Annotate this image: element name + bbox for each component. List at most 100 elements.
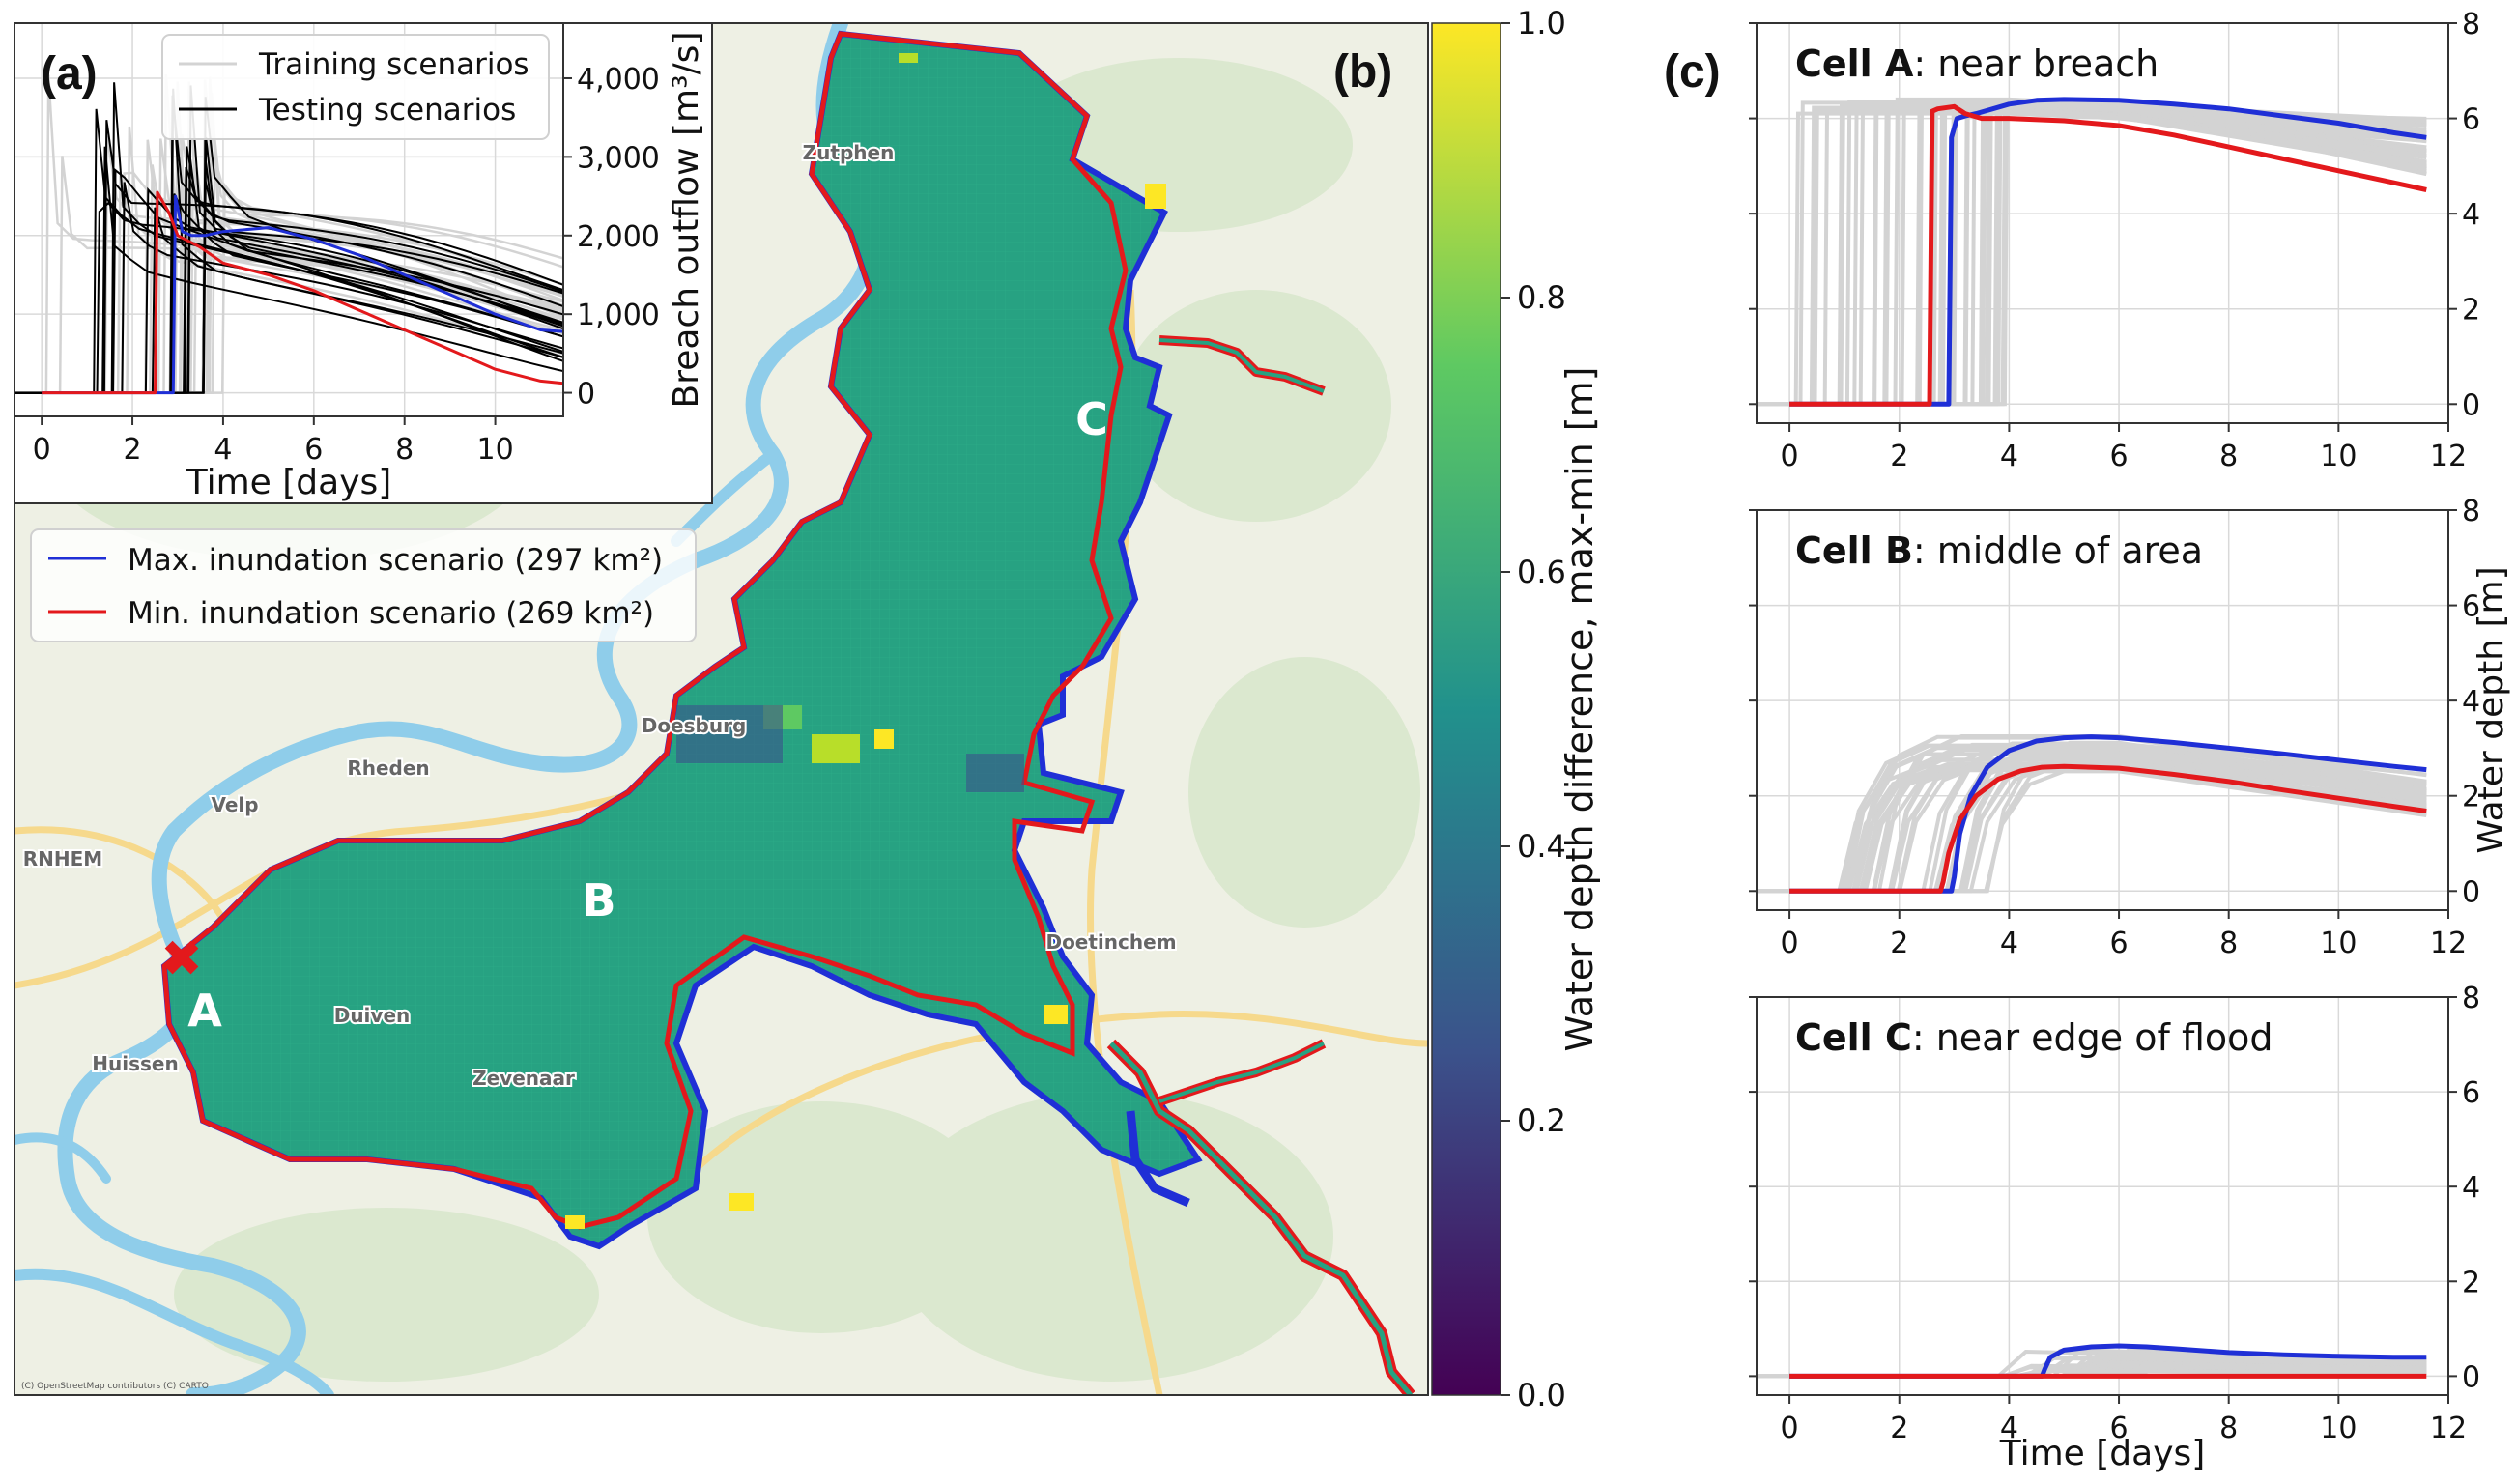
x-tick-label: 10 [2320, 440, 2357, 473]
series-line-min [42, 190, 563, 395]
flood-high-difference-patches [565, 53, 1166, 1229]
x-tick-label: 6 [2110, 1412, 2129, 1445]
x-tick-label: 8 [2219, 440, 2238, 473]
chart-title-rest: : middle of area [1913, 529, 2203, 572]
colorbar-tick-label: 0.2 [1517, 1102, 1566, 1139]
panel-c-label: (c) [1664, 46, 1721, 98]
inundation-map: Zutphen Doesburg Rheden Velp RNHEM Duive… [14, 23, 1428, 1395]
place-label: Duiven [334, 1004, 411, 1027]
panel-c-cell-c-axes: 0 2 4 6 8 10 12 0 2 4 6 8 Time [days] Cell C: near ed… [1749, 982, 2480, 1473]
training-scenario-line [1757, 740, 2427, 894]
y-tick-label: 0 [577, 378, 595, 412]
training-scenario-line [14, 182, 563, 394]
y-axis-label: Water depth [m] [2472, 566, 2511, 853]
axes-frame [1756, 509, 2449, 911]
y-tick-label: 8 [2462, 8, 2480, 42]
x-tick-label: 10 [2320, 927, 2357, 960]
axes-frame [14, 22, 564, 417]
testing-scenario-line [14, 146, 563, 394]
testing-scenario-line [14, 168, 563, 394]
map-legend-min-label: Min. inundation scenario (269 km²) [128, 596, 654, 631]
testing-scenario-line [14, 146, 563, 394]
series-line-max [1789, 97, 2427, 407]
y-tick-label: 6 [2462, 1076, 2480, 1110]
colorbar-tick-label: 0.8 [1517, 279, 1566, 316]
axes-frame [1756, 22, 2449, 424]
place-label: Doesburg [642, 714, 747, 737]
cell-b-label: B [582, 874, 615, 927]
y-tick-label: 2,000 [577, 220, 660, 254]
y-tick-label: 8 [2462, 495, 2480, 528]
panel-a-label: (a) [41, 48, 98, 100]
colorbar-ticks: 0.0 0.2 0.4 0.6 0.8 1.0 [1501, 5, 1566, 1413]
y-tick-label: 2 [2462, 781, 2480, 814]
training-scenario-line [14, 176, 563, 394]
x-tick-label: 2 [1890, 440, 1908, 473]
x-tick-label: 0 [1781, 1412, 1799, 1445]
chart-title: Cell A: near breach [1795, 43, 2159, 85]
axes-background [1757, 997, 2448, 1395]
y-tick-label: 4 [2462, 198, 2480, 232]
chart-title-bold: Cell B [1795, 529, 1913, 572]
series-line-max [1789, 1343, 2427, 1379]
map-legend: Max. inundation scenario (297 km²) Min. … [30, 528, 697, 642]
map-cell-labels: A B C [187, 393, 1108, 1037]
x-tick-label: 12 [2430, 1412, 2467, 1445]
panel-a-legend: Training scenarios Testing scenarios [161, 34, 550, 140]
x-tick-label: 6 [2110, 927, 2129, 960]
colorbar-tick-label: 0.4 [1517, 828, 1566, 865]
y-tick-label: 4,000 [577, 63, 660, 97]
y-tick-label: 6 [2462, 103, 2480, 137]
place-label: RNHEM [23, 847, 102, 870]
map-legend-max-label: Max. inundation scenario (297 km²) [128, 543, 663, 578]
testing-scenario-line [14, 193, 563, 394]
x-tick-label: 12 [2430, 440, 2467, 473]
legend-label-testing: Testing scenarios [258, 93, 516, 128]
x-tick-label: 2 [1890, 927, 1908, 960]
plot-area [1757, 1343, 2427, 1379]
x-tick-label: 4 [2000, 927, 2018, 960]
x-tick-label: 12 [2430, 927, 2467, 960]
series-line-max [42, 194, 563, 395]
x-tick-label: 0 [1781, 440, 1799, 473]
x-tick-label: 6 [304, 433, 323, 467]
y-tick-label: 0 [2462, 1360, 2480, 1394]
y-tick-label: 6 [2462, 590, 2480, 624]
panel-a-legend-box [161, 34, 550, 140]
place-label: Huissen [92, 1052, 178, 1075]
cell-a-label: A [187, 985, 222, 1037]
legend-label-training: Training scenarios [258, 47, 529, 82]
chart-title: Cell C: near edge of flood [1795, 1016, 2273, 1059]
x-tick-label: 6 [2110, 440, 2129, 473]
colorbar-gradient [1431, 22, 1501, 1396]
place-label: Zevenaar [472, 1067, 575, 1090]
y-tick-label: 0 [2462, 875, 2480, 909]
colorbar-tick-label: 0.0 [1517, 1377, 1566, 1413]
testing-scenario-line [14, 85, 563, 394]
x-tick-label: 4 [2000, 1412, 2018, 1445]
series-line-min [1789, 103, 2427, 407]
colorbar: 0.0 0.2 0.4 0.6 0.8 1.0 Water depth differenc… [1431, 5, 1601, 1413]
x-tick-label: 0 [1781, 927, 1799, 960]
place-label: Doetinchem [1045, 930, 1176, 954]
y-tick-label: 4 [2462, 685, 2480, 719]
x-tick-label: 8 [395, 433, 414, 467]
axes-frame [1756, 996, 2449, 1396]
x-tick-label: 2 [1890, 1412, 1908, 1445]
chart-title-bold: Cell C [1795, 1016, 1912, 1059]
map-place-labels: Zutphen Doesburg Rheden Velp RNHEM Duive… [21, 139, 1179, 1092]
plot-area [14, 73, 563, 395]
colorbar-label: Water depth difference, max-min [m] [1558, 367, 1601, 1052]
flood-tendrils [1106, 335, 1415, 1395]
y-tick-label: 1,000 [577, 299, 660, 332]
x-axis-label: Time [days] [1999, 1434, 2206, 1473]
place-label: Velp [211, 793, 258, 816]
series-line-min [1789, 763, 2427, 894]
panel-c-cell-b-axes: 0 2 4 6 8 10 12 0 2 4 6 8 Water depth [m] Cell B: mid… [1749, 495, 2511, 960]
plot-area [1757, 734, 2427, 894]
x-tick-label: 8 [2219, 1412, 2238, 1445]
x-tick-label: 4 [214, 433, 232, 467]
map-legend-box [30, 528, 697, 642]
colorbar-tick-label: 1.0 [1517, 5, 1566, 42]
panel-c-cell-a-axes: 0 2 4 6 8 10 12 0 2 4 6 8 Cell A: near breach [1749, 8, 2480, 473]
